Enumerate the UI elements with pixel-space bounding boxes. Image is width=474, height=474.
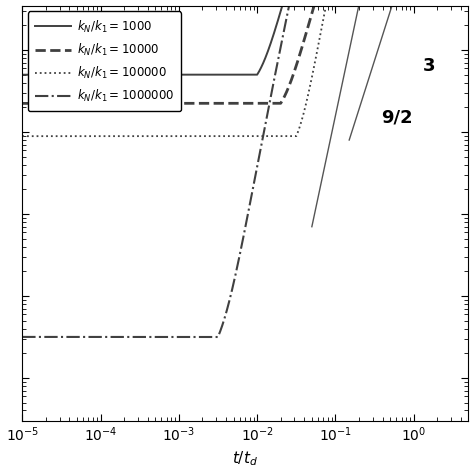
- Text: 9/2: 9/2: [381, 109, 412, 127]
- Legend: $k_N/k_1 = 1000$, $k_N/k_1 = 10000$, $k_N/k_1 = 100000$, $k_N/k_1 = 1000000$: $k_N/k_1 = 1000$, $k_N/k_1 = 10000$, $k_…: [28, 11, 181, 111]
- Text: 3: 3: [423, 57, 435, 75]
- X-axis label: $t/t_d$: $t/t_d$: [232, 450, 258, 468]
